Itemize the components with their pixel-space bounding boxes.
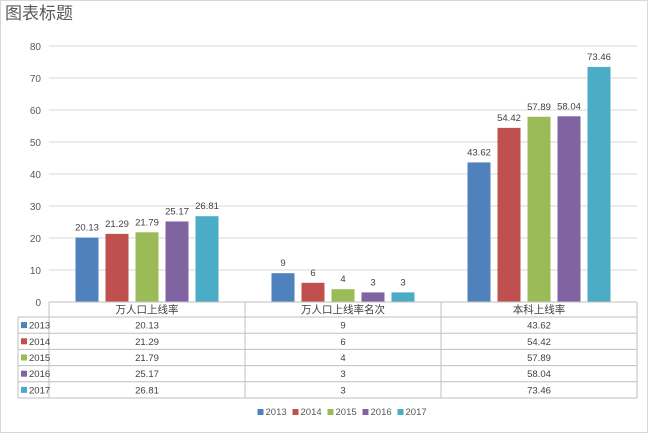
bar bbox=[497, 127, 521, 302]
table-legend-key bbox=[21, 354, 27, 361]
table-cell: 21.79 bbox=[135, 353, 159, 364]
legend-key bbox=[327, 409, 334, 415]
table-series-name: 2013 bbox=[29, 321, 50, 332]
y-tick-label: 0 bbox=[35, 298, 41, 309]
data-label: 3 bbox=[370, 277, 375, 288]
table-cell: 9 bbox=[340, 321, 345, 332]
category-label: 万人口上线率 bbox=[116, 303, 179, 316]
table-series-name: 2017 bbox=[29, 385, 50, 396]
bar bbox=[135, 232, 159, 302]
bar bbox=[557, 116, 581, 302]
table-cell: 20.13 bbox=[135, 321, 159, 332]
y-tick-label: 20 bbox=[30, 234, 42, 245]
data-label: 58.04 bbox=[557, 101, 581, 112]
y-tick-label: 70 bbox=[30, 74, 42, 85]
bar bbox=[527, 116, 551, 302]
bar bbox=[361, 292, 385, 302]
table-cell: 4 bbox=[340, 353, 345, 364]
legend-label: 2017 bbox=[406, 407, 427, 418]
data-label: 25.17 bbox=[165, 206, 189, 217]
table-cell: 21.29 bbox=[135, 337, 159, 348]
table-legend-key bbox=[21, 338, 27, 345]
table-legend-key bbox=[21, 322, 27, 329]
table-cell: 25.17 bbox=[135, 369, 159, 380]
table-cell: 6 bbox=[340, 337, 345, 348]
y-tick-label: 30 bbox=[30, 202, 42, 213]
legend-key bbox=[257, 409, 264, 415]
table-cell: 3 bbox=[340, 369, 345, 380]
y-tick-label: 80 bbox=[30, 42, 42, 53]
legend-key bbox=[362, 409, 369, 415]
bar bbox=[587, 66, 611, 302]
bar bbox=[301, 282, 325, 302]
legend-key bbox=[397, 409, 404, 415]
table-cell: 73.46 bbox=[527, 385, 551, 396]
data-label: 3 bbox=[400, 277, 405, 288]
y-tick-label: 40 bbox=[30, 170, 42, 181]
data-label: 4 bbox=[340, 274, 345, 285]
chart-title: 图表标题 bbox=[5, 4, 73, 24]
data-label: 26.81 bbox=[195, 201, 219, 212]
category-label: 本科上线率 bbox=[513, 303, 566, 316]
data-label: 43.62 bbox=[467, 147, 491, 158]
table-legend-key bbox=[21, 386, 27, 393]
y-tick-label: 60 bbox=[30, 106, 42, 117]
data-label: 21.79 bbox=[135, 217, 159, 228]
data-label: 54.42 bbox=[497, 113, 521, 124]
bar bbox=[165, 221, 189, 302]
category-label: 万人口上线率名次 bbox=[301, 303, 385, 316]
bar bbox=[391, 292, 415, 302]
bar bbox=[195, 216, 219, 302]
legend-label: 2015 bbox=[336, 407, 357, 418]
table-legend-key bbox=[21, 370, 27, 377]
table-cell: 58.04 bbox=[527, 369, 551, 380]
table-series-name: 2015 bbox=[29, 353, 50, 364]
legend-key bbox=[292, 409, 299, 415]
table-cell: 57.89 bbox=[527, 353, 551, 364]
data-label: 20.13 bbox=[75, 223, 99, 234]
table-cell: 54.42 bbox=[527, 337, 551, 348]
y-tick-label: 10 bbox=[30, 266, 42, 277]
table-series-name: 2016 bbox=[29, 369, 50, 380]
bar bbox=[105, 233, 129, 302]
data-label: 9 bbox=[280, 258, 285, 269]
data-label: 6 bbox=[310, 268, 315, 279]
legend-label: 2013 bbox=[266, 407, 287, 418]
legend-label: 2016 bbox=[371, 407, 392, 418]
bar bbox=[75, 237, 99, 302]
table-cell: 43.62 bbox=[527, 321, 551, 332]
table-cell: 3 bbox=[340, 385, 345, 396]
data-label: 73.46 bbox=[587, 52, 611, 63]
bar bbox=[331, 289, 355, 302]
data-label: 57.89 bbox=[527, 102, 551, 113]
bar bbox=[271, 273, 295, 302]
table-cell: 26.81 bbox=[135, 385, 159, 396]
bar bbox=[467, 162, 491, 302]
legend-label: 2014 bbox=[301, 407, 322, 418]
table-series-name: 2014 bbox=[29, 337, 50, 348]
y-tick-label: 50 bbox=[30, 138, 42, 149]
data-label: 21.29 bbox=[105, 219, 129, 230]
